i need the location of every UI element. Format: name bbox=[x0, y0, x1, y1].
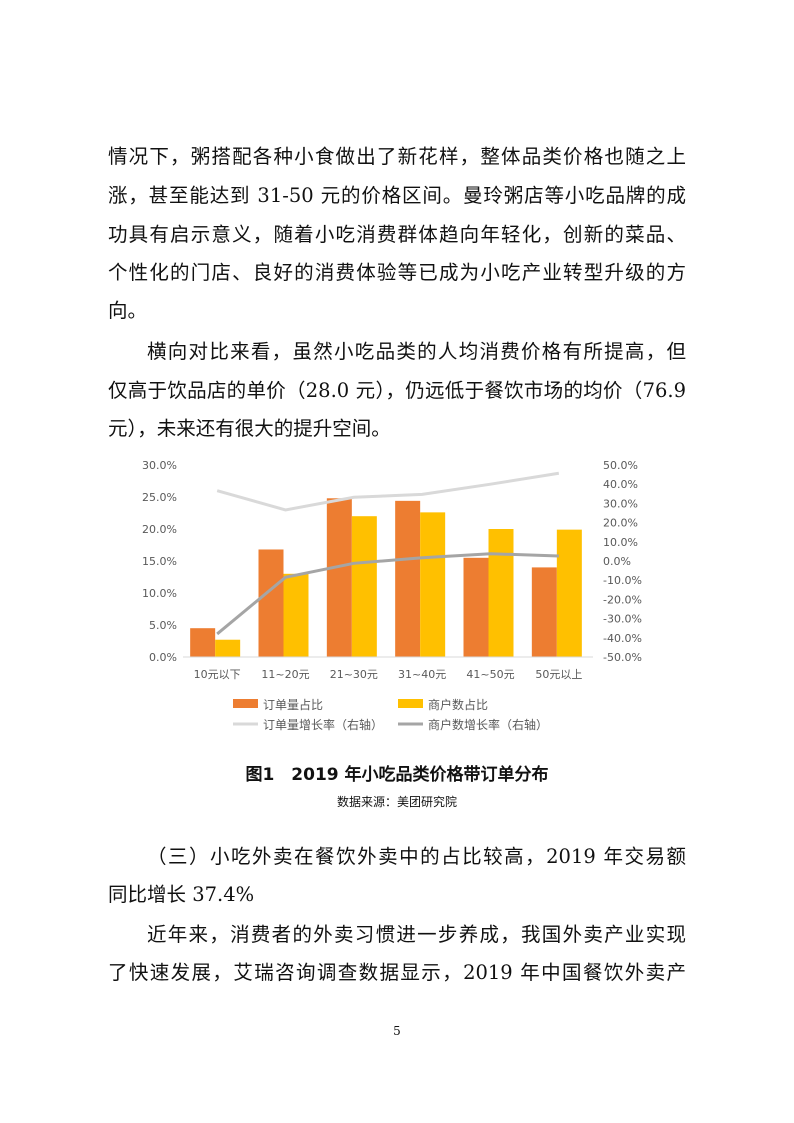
legend-swatch bbox=[233, 699, 258, 708]
section-heading-line-1: （三）小吃外卖在餐饮外卖中的占比较高，2019 年交易额 bbox=[147, 845, 686, 868]
category-label: 41~50元 bbox=[466, 668, 514, 681]
right-axis-tick: 10.0% bbox=[603, 536, 638, 549]
bar-order-share bbox=[258, 549, 284, 657]
left-axis-tick: 10.0% bbox=[142, 587, 177, 600]
line-merchant-growth bbox=[216, 552, 559, 636]
left-axis-tick: 25.0% bbox=[142, 491, 177, 504]
left-axis-tick: 15.0% bbox=[142, 555, 177, 568]
legend-label: 订单量增长率（右轴） bbox=[263, 717, 383, 732]
bar-merchant-share bbox=[420, 512, 446, 657]
paragraph-line: 个性化的门店、良好的消费体验等已成为小吃产业转型升级的方 bbox=[108, 261, 686, 284]
right-axis-tick: 50.0% bbox=[603, 459, 638, 472]
paragraph-line: 向。 bbox=[108, 299, 148, 322]
bar-order-share bbox=[395, 500, 421, 657]
right-axis-tick: 40.0% bbox=[603, 478, 638, 491]
figure-caption: 图1 2019 年小吃品类价格带订单分布 bbox=[245, 765, 549, 785]
right-axis-tick: -50.0% bbox=[603, 651, 642, 664]
legend-label: 订单量占比 bbox=[263, 697, 323, 712]
paragraph-line: 元），未来还有很大的提升空间。 bbox=[108, 417, 391, 440]
line-order-growth bbox=[216, 471, 560, 512]
legend-swatch bbox=[398, 699, 423, 708]
right-axis-tick: 20.0% bbox=[603, 517, 638, 530]
left-axis-tick: 0.0% bbox=[149, 651, 177, 664]
right-axis-tick: -40.0% bbox=[603, 632, 642, 645]
right-axis-tick: 0.0% bbox=[603, 555, 631, 568]
right-axis-tick: -20.0% bbox=[603, 593, 642, 606]
category-label: 11~20元 bbox=[261, 668, 309, 681]
left-axis-tick: 5.0% bbox=[149, 619, 177, 632]
legend-label: 商户数增长率（右轴） bbox=[428, 717, 548, 732]
category-label: 31~40元 bbox=[398, 668, 446, 681]
bar-order-share bbox=[190, 628, 216, 657]
left-axis-tick: 30.0% bbox=[142, 459, 177, 472]
section-body-line-1: 近年来，消费者的外卖习惯进一步养成，我国外卖产业实现 bbox=[147, 923, 686, 946]
page-number: 5 bbox=[393, 1024, 401, 1038]
price-band-chart: 0.0% 5.0% 10.0% 15.0% 20.0% 25.0% 30.0% -50.0% -… bbox=[142, 459, 642, 732]
bar-merchant-share bbox=[351, 516, 377, 657]
bar-merchant-share bbox=[488, 529, 514, 657]
bar-order-share bbox=[531, 567, 557, 657]
section-body-line-2: 了快速发展，艾瑞咨询调查数据显示，2019 年中国餐饮外卖产 bbox=[108, 961, 686, 984]
category-label: 50元以上 bbox=[535, 668, 582, 681]
right-axis-tick: -30.0% bbox=[603, 613, 642, 626]
paragraph-line: 功具有启示意义，随着小吃消费群体趋向年轻化，创新的菜品、 bbox=[108, 223, 686, 246]
paragraph-line: 涨，甚至能达到 31-50 元的价格区间。曼玲粥店等小吃品牌的成 bbox=[108, 184, 686, 207]
paragraph-line: 情况下，粥搭配各种小食做出了新花样，整体品类价格也随之上 bbox=[108, 145, 686, 168]
bar-merchant-share bbox=[556, 529, 582, 657]
bar-order-share bbox=[326, 498, 352, 657]
bar-merchant-share bbox=[215, 639, 241, 657]
figure-source: 数据来源：美团研究院 bbox=[336, 795, 457, 809]
category-label: 21~30元 bbox=[330, 668, 378, 681]
right-axis-tick: 30.0% bbox=[603, 497, 638, 510]
left-axis-tick: 20.0% bbox=[142, 523, 177, 536]
paragraph-line: 横向对比来看，虽然小吃品类的人均消费价格有所提高，但 bbox=[147, 340, 686, 363]
section-heading-line-2: 同比增长 37.4% bbox=[108, 883, 255, 906]
category-label: 10元以下 bbox=[194, 668, 241, 681]
legend-label: 商户数占比 bbox=[428, 697, 488, 712]
bar-merchant-share bbox=[283, 573, 309, 657]
bar-order-share bbox=[463, 557, 489, 657]
paragraph-line: 仅高于饮品店的单价（28.0 元），仍远低于餐饮市场的均价（76.9 bbox=[108, 379, 686, 402]
right-axis-tick: -10.0% bbox=[603, 574, 642, 587]
